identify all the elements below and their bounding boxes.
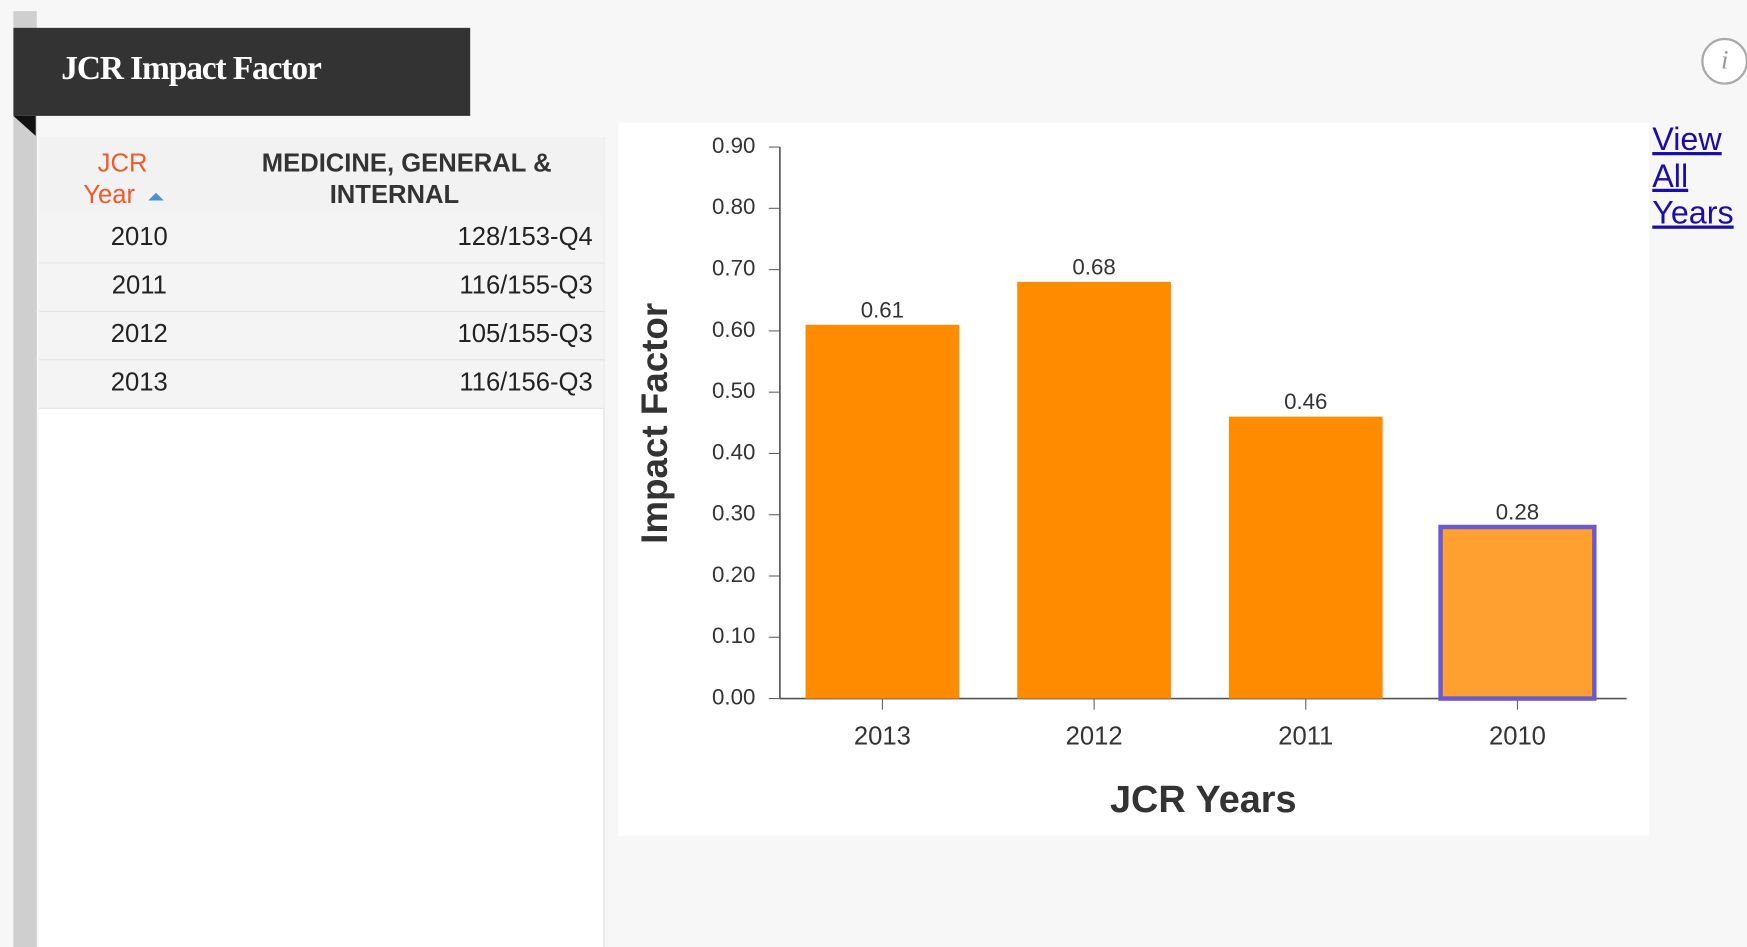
cell: 116/155-Q3 [459, 272, 592, 300]
cell: 116/156-Q3 [459, 369, 592, 397]
cell: 2013 [111, 369, 168, 397]
value-label: 0.61 [861, 297, 904, 322]
view-all-link[interactable]: Years [1652, 195, 1733, 231]
chart: 0.00 0.10 0.20 0.30 0.40 0.50 0.60 0.70 0.80 0.90… [634, 133, 1627, 821]
header-box [13, 27, 471, 116]
row-bg [39, 215, 604, 263]
cell: 105/155-Q3 [457, 320, 592, 348]
cell: 2011 [112, 272, 167, 300]
y-tick-label: 0.00 [712, 684, 755, 709]
y-tick-label: 0.30 [712, 501, 755, 526]
x-tick-label: 2013 [854, 722, 911, 750]
bar[interactable] [1228, 416, 1383, 699]
value-label: 0.46 [1284, 389, 1327, 414]
x-tick-label: 2011 [1278, 722, 1333, 750]
bar[interactable] [805, 324, 960, 699]
sort-arrow [148, 192, 164, 201]
y-axis-title: Impact Factor [634, 303, 675, 544]
x-tick-label: 2012 [1066, 722, 1123, 750]
view-all-link[interactable]: View [1652, 121, 1722, 157]
y-tick-label: 0.60 [712, 317, 755, 342]
cell: 2010 [111, 223, 168, 251]
value-label: 0.68 [1072, 254, 1115, 279]
column-header: INTERNAL [330, 181, 459, 209]
row-bg [39, 360, 604, 409]
column-header[interactable]: Year [83, 181, 135, 209]
y-tick-label: 0.10 [712, 623, 755, 648]
corner [13, 115, 36, 136]
info-glyph: i [1721, 45, 1728, 75]
bar[interactable] [1438, 524, 1597, 701]
y-tick-label: 0.20 [712, 562, 755, 587]
column-header: MEDICINE, GENERAL & [262, 150, 552, 178]
y-tick-label: 0.50 [712, 378, 755, 403]
x-axis-title: JCR Years [1110, 779, 1297, 821]
y-tick-label: 0.40 [712, 439, 755, 464]
y-tick-label: 0.90 [712, 133, 755, 158]
row-bg [39, 263, 604, 312]
value-label: 0.28 [1496, 499, 1539, 524]
cell: 2012 [111, 320, 168, 348]
table: JCR Year MEDICINE, GENERAL & INTERNAL 2010 12… [39, 150, 604, 409]
x-tick-label: 2010 [1489, 722, 1546, 750]
row-bg [39, 311, 604, 360]
view-all-link[interactable]: All [1652, 158, 1688, 194]
header-title: JCR Impact Factor [61, 50, 322, 87]
side-bar [13, 11, 37, 947]
bar[interactable] [1017, 281, 1171, 699]
column-header[interactable]: JCR [98, 150, 148, 178]
y-tick-label: 0.80 [712, 194, 755, 219]
cell: 128/153-Q4 [457, 223, 592, 251]
y-tick-label: 0.70 [712, 256, 755, 281]
table-header [39, 137, 604, 216]
